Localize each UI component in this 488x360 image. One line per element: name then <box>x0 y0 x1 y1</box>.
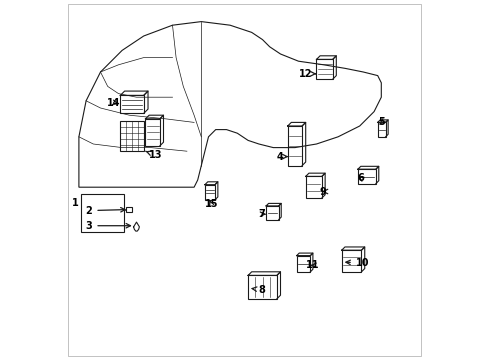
Bar <box>341 250 361 272</box>
Bar <box>265 206 278 220</box>
Bar <box>120 95 143 113</box>
Text: 6: 6 <box>357 173 364 183</box>
Bar <box>357 169 375 184</box>
Text: 9: 9 <box>319 186 327 197</box>
Text: 13: 13 <box>145 150 162 160</box>
Text: 12: 12 <box>298 69 315 79</box>
Text: 2: 2 <box>85 206 125 216</box>
Bar <box>287 126 302 166</box>
Text: 3: 3 <box>85 221 130 231</box>
Text: 7: 7 <box>258 209 264 219</box>
Text: 10: 10 <box>345 258 368 268</box>
Bar <box>296 256 310 272</box>
Bar <box>120 121 143 151</box>
Bar <box>125 207 132 212</box>
Bar <box>305 176 321 198</box>
Bar <box>247 275 276 299</box>
Text: 5: 5 <box>378 117 385 127</box>
Bar <box>145 119 160 146</box>
Bar <box>81 194 123 232</box>
Text: 14: 14 <box>107 98 121 108</box>
Bar <box>204 185 215 200</box>
Text: 8: 8 <box>252 285 264 295</box>
Text: 11: 11 <box>305 260 319 270</box>
Text: 15: 15 <box>204 199 218 210</box>
Bar <box>316 59 332 79</box>
Text: 4: 4 <box>276 152 286 162</box>
Text: 1: 1 <box>72 198 79 208</box>
Bar <box>377 122 385 137</box>
